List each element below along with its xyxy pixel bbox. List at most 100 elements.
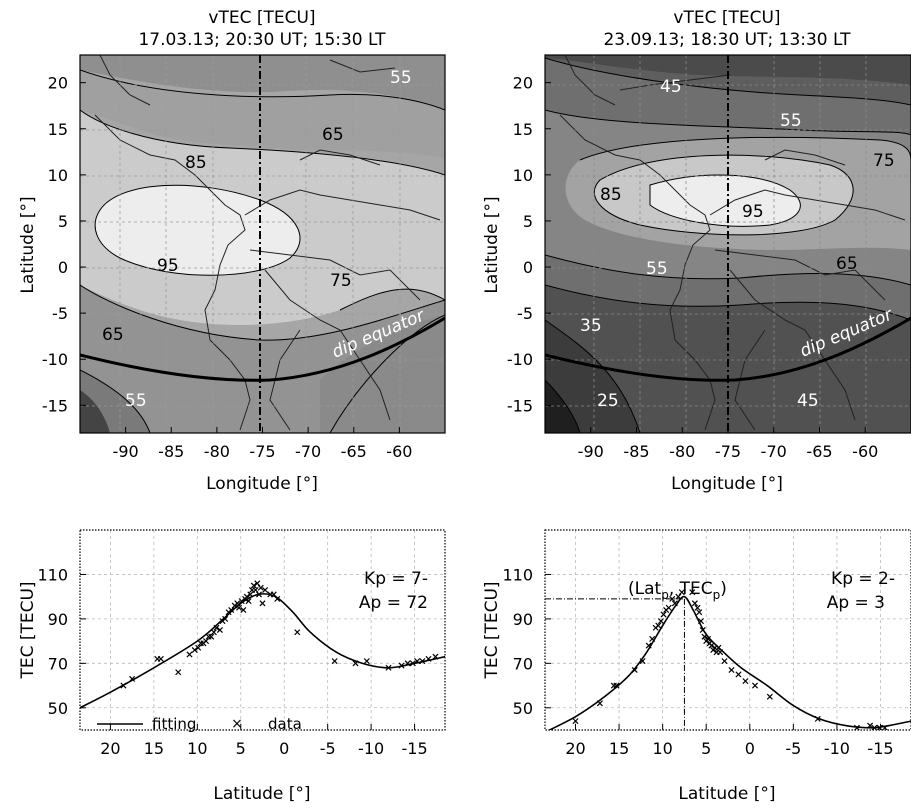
contour-label-a-2: 65 — [322, 125, 344, 145]
contour-label-a-7: 55 — [125, 391, 147, 411]
contour-label-b-8: 35 — [580, 316, 602, 336]
panel-d-data-point — [715, 644, 722, 651]
panel-b-subtitle: 23.09.13; 18:30 UT; 13:30 LT — [603, 30, 851, 50]
panel-c-data-point — [398, 662, 405, 669]
panel-d-data-point — [678, 589, 685, 596]
panel-a-xlabel: Longitude [°] — [206, 474, 318, 494]
panel-c-data-point — [238, 598, 245, 605]
panel-c-xlabel: Latitude [°] — [213, 784, 310, 804]
panel-a-ytick-label-3: 5 — [58, 212, 68, 231]
legend-data-marker: × — [231, 716, 243, 732]
panel-a-ytick-label-7: -15 — [42, 396, 68, 415]
contour-label-b-5: 95 — [742, 202, 764, 222]
panel-a-ytick-label-0: 20 — [48, 74, 68, 93]
panel-c-data-point — [262, 586, 269, 594]
panel-d-data-point — [814, 715, 821, 722]
panel-d-xtick-label-7: -15 — [867, 739, 893, 758]
panel-c-xtick-label-5: -5 — [320, 739, 336, 758]
panel-d-data-point — [751, 682, 759, 689]
panel-c-data-point — [205, 633, 212, 640]
panel-d-data-point — [699, 626, 706, 634]
data-points-c — [120, 580, 439, 689]
panel-a-contour-fill — [80, 55, 445, 433]
panel-c-ylabel: TEC [TECU] — [18, 581, 38, 679]
panel-d-xlabel: Latitude [°] — [678, 784, 775, 804]
panel-c-data-point — [195, 644, 202, 651]
panel-b-xtick-label-0: -90 — [578, 442, 604, 461]
panel-c-data-point — [270, 591, 277, 598]
panel-a-ylabel: Latitude [°] — [18, 196, 38, 293]
contour-label-a-5: 75 — [330, 271, 352, 291]
contour-label-a-1: 55 — [390, 68, 412, 88]
panel-a-xtick-label-2: -80 — [204, 442, 230, 461]
panel-c-data-point — [363, 658, 370, 665]
panel-c-data-point — [425, 655, 432, 662]
panel-b-xlabel: Longitude [°] — [671, 474, 783, 494]
panel-c-data-point — [432, 653, 439, 660]
panel-d-data-point — [610, 682, 617, 689]
ap-label-c: Ap = 72 — [359, 593, 428, 613]
panel-a-subtitle: 17.03.13; 20:30 UT; 15:30 LT — [138, 30, 386, 50]
panel-a-xtick-label-3: -75 — [249, 442, 275, 461]
panel-d-data-point — [639, 658, 646, 665]
panel-d-xtick-label-2: 10 — [652, 739, 672, 758]
contour-label-b-6: 55 — [646, 259, 668, 279]
panel-d-data-point — [694, 604, 701, 611]
contour-label-b-10: 45 — [797, 391, 819, 411]
panel-c-data-point — [254, 580, 261, 587]
panel-c-data-point — [202, 638, 210, 645]
panel-a-axes: -90 -85 -80 -75 -70 -65 -60 20 15 10 5 0 -5 -10 -15 — [42, 74, 413, 461]
panel-c-data-point — [385, 664, 392, 671]
panel-a-ytick-label-6: -10 — [42, 350, 68, 369]
panel-b-xtick-label-3: -75 — [715, 442, 741, 461]
panel-c-xtick-label-2: 10 — [187, 739, 207, 758]
ap-label-d: Ap = 3 — [827, 593, 885, 613]
panel-d-data-point — [665, 604, 672, 611]
contour-label-b-1: 45 — [660, 77, 682, 97]
panel-c-data-point — [274, 595, 281, 602]
panel-b-ytick-label-2: 10 — [513, 166, 533, 185]
panel-a-xtick-label-1: -85 — [158, 442, 184, 461]
panel-c-data-point — [197, 640, 204, 647]
panel-d-xtick-label-5: -5 — [785, 739, 801, 758]
panel-c-data-point — [331, 658, 338, 665]
panel-c-data-point — [191, 646, 198, 654]
panel-c-data-point — [216, 626, 223, 634]
panel-d-data-point — [708, 642, 715, 649]
panel-c-data-point — [236, 604, 243, 611]
panel-d-data-point — [613, 682, 620, 689]
panel-c-data-point — [208, 633, 215, 640]
panel-a-xtick-label-5: -65 — [341, 442, 367, 461]
panel-d-data-point — [876, 724, 883, 730]
panel-c-data-point — [157, 655, 164, 662]
kp-label-c: Kp = 7- — [364, 569, 428, 589]
panel-d-data-point — [766, 693, 773, 700]
panel-d-data-point — [735, 671, 742, 678]
panel-c-data-point — [414, 658, 421, 665]
panel-d-data-point — [660, 611, 667, 618]
panel-c-data-point — [222, 615, 229, 622]
panel-c-xtick-label-3: 5 — [236, 739, 246, 758]
panel-b-xtick-label-4: -70 — [761, 442, 787, 461]
panel-d-data-point — [671, 600, 678, 607]
panel-b-ytick-label-3: 5 — [523, 212, 533, 231]
contour-label-b-4: 85 — [600, 185, 622, 205]
panel-b-contour-fill — [545, 55, 911, 433]
panel-b-ytick-label-7: -15 — [507, 396, 533, 415]
panel-d-xtick-label-3: 5 — [701, 739, 711, 758]
panel-d-data-point — [655, 622, 662, 629]
panel-d-data-point — [742, 678, 749, 685]
panel-d-xtick-label-1: 15 — [609, 739, 629, 758]
panel-c-data-point — [228, 606, 235, 614]
panel-a-ytick-label-4: 0 — [58, 258, 68, 277]
panel-d-data-point — [701, 633, 708, 640]
panel-b-xtick-label-6: -60 — [852, 442, 878, 461]
panel-c-ytick-label-2: 90 — [48, 610, 68, 629]
panel-d-xtick-label-0: 20 — [565, 739, 585, 758]
data-points-d — [572, 589, 888, 730]
panel-c-xtick-label-4: 0 — [279, 739, 289, 758]
legend-c: fitting × data — [97, 715, 302, 733]
contour-label-b-7: 65 — [836, 254, 858, 274]
panel-c-data-point — [120, 682, 127, 689]
